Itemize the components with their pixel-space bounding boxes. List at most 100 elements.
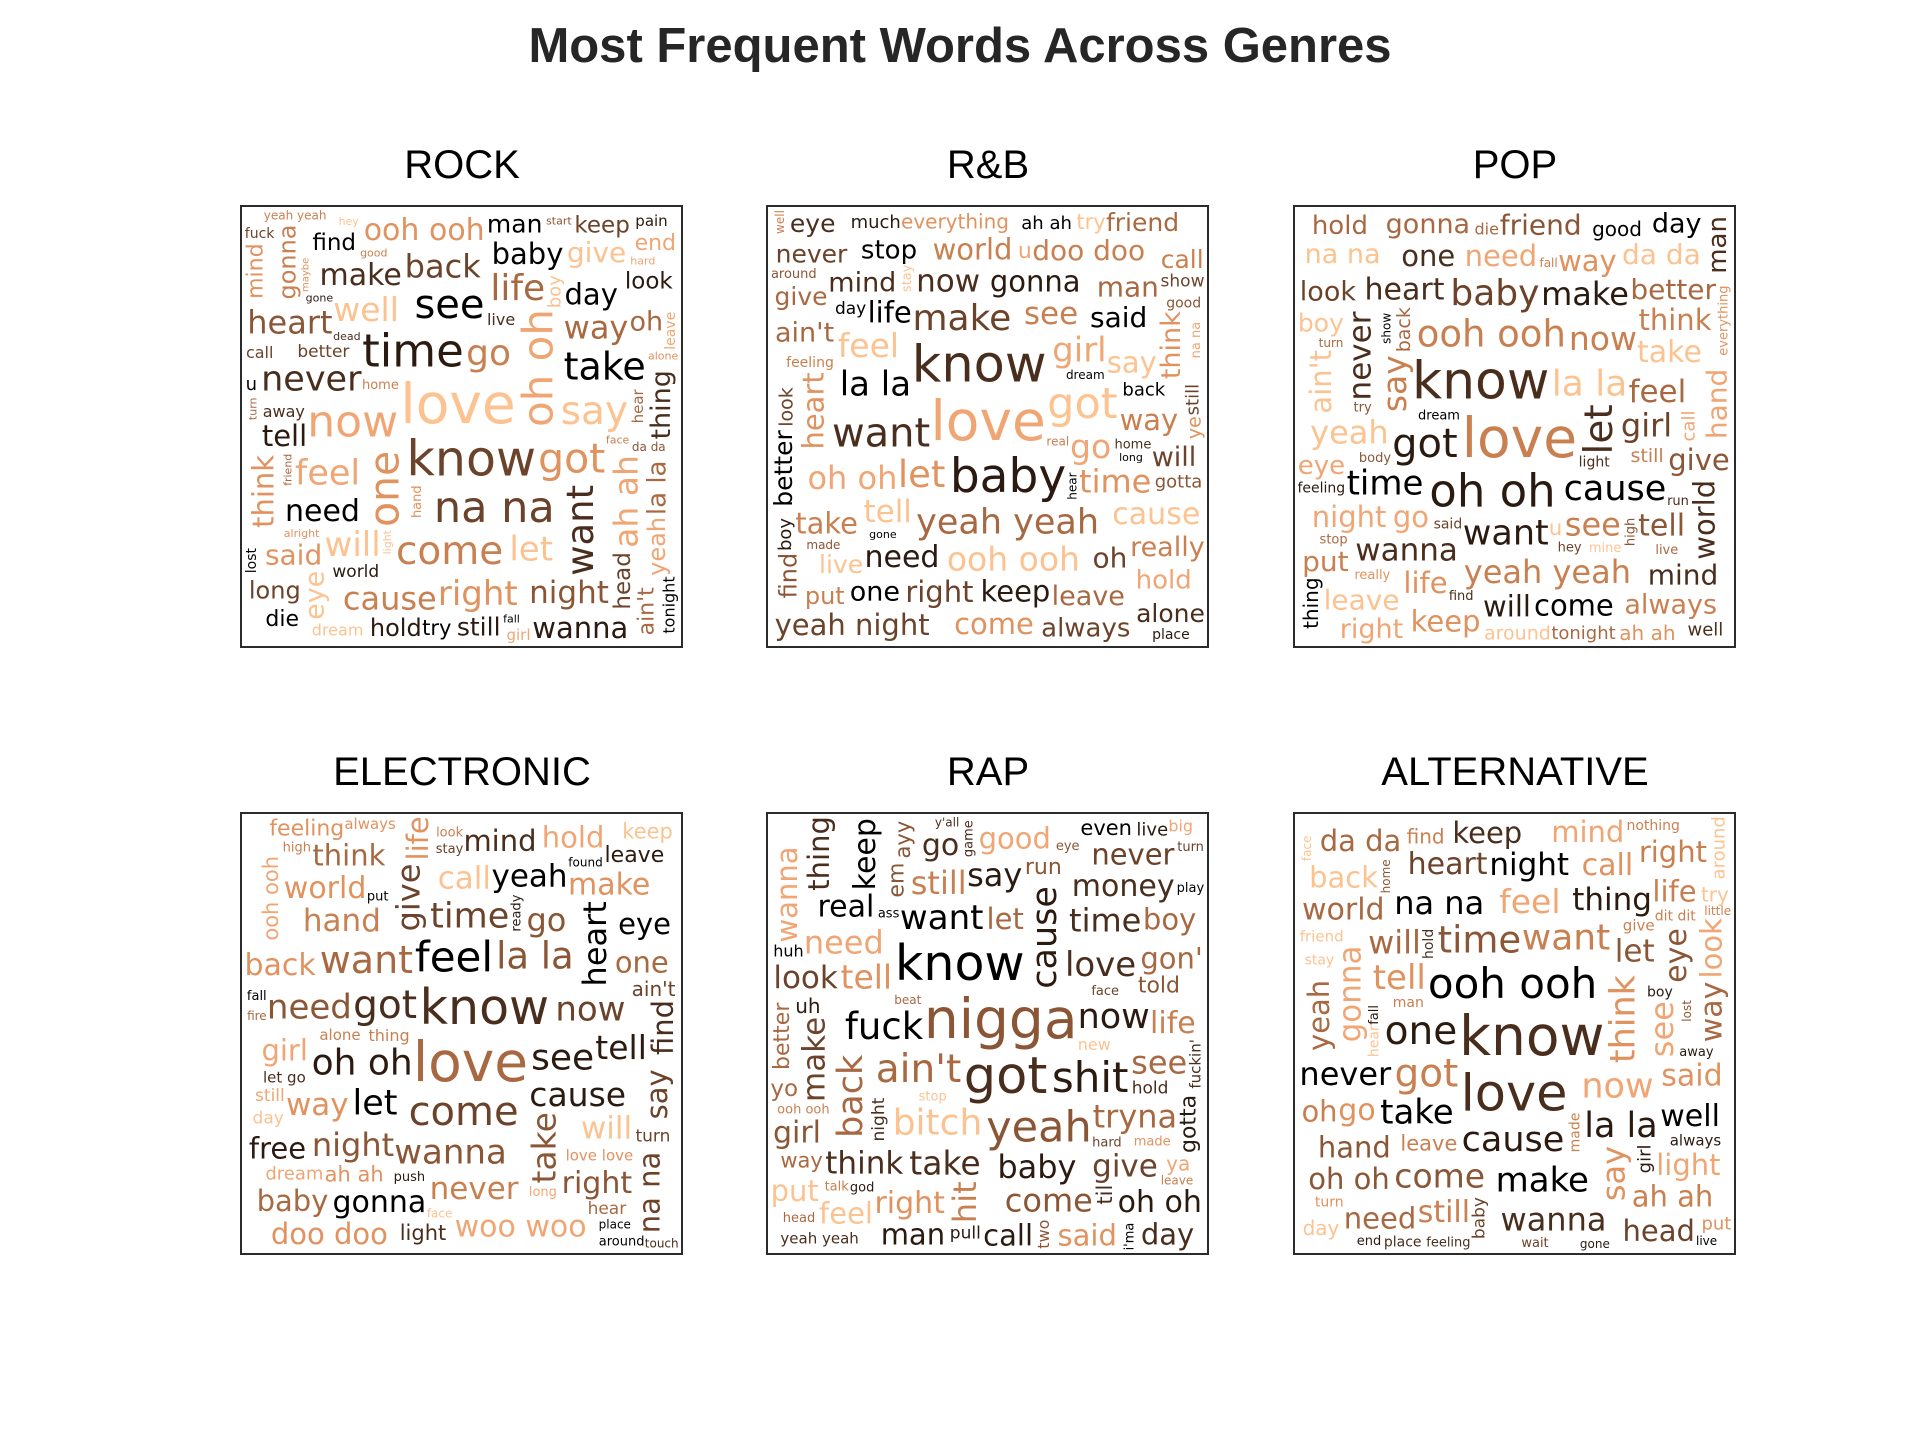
word-time: time	[430, 896, 509, 936]
word-thing: thing	[802, 816, 836, 891]
word-see: see	[414, 282, 484, 328]
word-always: always	[1670, 1132, 1722, 1150]
word-let: let	[987, 902, 1024, 936]
chart-title: Most Frequent Words Across Genres	[528, 19, 1392, 73]
word-fuck: fuck	[845, 1005, 924, 1048]
word-mind: mind	[463, 824, 536, 858]
word-mind: mind	[828, 268, 896, 299]
word-want: want	[1522, 918, 1610, 959]
word-eye: eye	[1659, 928, 1694, 983]
word-stay: stay	[900, 264, 915, 292]
word-yeah-yeah: yeah yeah	[1464, 553, 1631, 591]
word-never: never	[1342, 311, 1378, 400]
word-doo-doo: doo doo	[271, 1217, 388, 1251]
word-long: long	[249, 576, 301, 604]
word-found: found	[568, 856, 602, 870]
word-push: push	[394, 1170, 426, 1185]
word-now: now	[1569, 319, 1637, 358]
word-face: face	[1091, 984, 1119, 999]
word-ooh-ooh: ooh ooh	[1428, 959, 1597, 1008]
word-mind: mind	[244, 243, 269, 298]
word-see: see	[1565, 505, 1621, 543]
word-hold: hold	[1312, 211, 1368, 241]
word-fuck: fuck	[245, 226, 275, 242]
word-take: take	[795, 506, 858, 540]
word-cause: cause	[1112, 497, 1200, 532]
word-back: back	[1122, 380, 1165, 401]
word-world: world	[332, 562, 379, 582]
word-free: free	[249, 1131, 306, 1165]
word-never: never	[430, 1171, 519, 1207]
word-think: think	[825, 1146, 903, 1182]
word-night: night	[1312, 500, 1387, 534]
word-la-la: la la	[496, 935, 574, 978]
word-thing: thing	[1299, 577, 1323, 628]
word-let-go: let go	[263, 1069, 306, 1087]
word-said: said	[1058, 1219, 1117, 1253]
word-put: put	[805, 582, 845, 610]
word-give: give	[1623, 917, 1655, 935]
word-now: now	[307, 396, 398, 447]
word-let: let	[353, 1084, 398, 1124]
word-keep: keep	[1452, 816, 1522, 850]
word-put: put	[1701, 1213, 1731, 1234]
word-nigga: nigga	[924, 987, 1078, 1051]
word-beat: beat	[894, 993, 921, 1007]
word-feeling: feeling	[1297, 481, 1345, 497]
word-yeah-night: yeah night	[775, 608, 930, 642]
word-time: time	[1079, 463, 1151, 501]
word-ain-t: ain't	[775, 317, 834, 348]
word-u: u	[1549, 516, 1562, 540]
word-give: give	[775, 282, 828, 311]
word-let: let	[898, 453, 946, 496]
word-look: look	[1300, 277, 1357, 308]
word-got: got	[538, 434, 605, 482]
word-wanna: wanna	[1501, 1201, 1607, 1239]
word-right: right	[1639, 835, 1707, 869]
word-die: die	[265, 607, 299, 632]
word-hand: hand	[1318, 1130, 1391, 1164]
word-baby: baby	[1470, 1197, 1490, 1239]
word-yeah: yeah	[986, 1102, 1092, 1152]
word-around: around	[1708, 816, 1729, 879]
word-love-love: love love	[566, 1146, 634, 1164]
word-oh-oh: oh oh	[312, 1043, 413, 1084]
word-na-na: na na	[434, 483, 555, 533]
word-high: high	[283, 841, 311, 856]
word-go: go	[1338, 1093, 1375, 1128]
word-feel: feel	[1499, 882, 1560, 921]
word-said: said	[265, 538, 322, 571]
word-always: always	[344, 815, 396, 833]
word-yeah: yeah	[1302, 980, 1336, 1051]
word-call: call	[1678, 411, 1699, 442]
word-real: real	[817, 889, 874, 924]
word-will: will	[1483, 590, 1531, 624]
word-still: still	[1631, 445, 1664, 467]
word-hand: hand	[303, 903, 381, 939]
word-give: give	[567, 236, 626, 269]
word-hear: hear	[629, 388, 647, 423]
word-better: better	[1630, 273, 1716, 306]
word-face: face	[1300, 836, 1314, 862]
word-ah-ah: ah ah	[325, 1163, 384, 1187]
word-face: face	[606, 434, 630, 447]
word-never: never	[1091, 838, 1174, 872]
word-gone: gone	[1580, 1237, 1610, 1251]
word-head: head	[1622, 1214, 1694, 1248]
word-la-la: la la	[1552, 364, 1628, 405]
word-hard: hard	[630, 254, 655, 267]
word-fall: fall	[1367, 1005, 1382, 1025]
word-back: back	[405, 248, 482, 286]
word-na-na: na na	[632, 1152, 666, 1234]
word-girl: girl	[1621, 407, 1672, 445]
word-pull: pull	[950, 1224, 981, 1244]
word-thing: thing	[646, 370, 677, 439]
word-bitch: bitch	[893, 1103, 983, 1144]
word-love: love	[931, 389, 1046, 453]
word-back: back	[1309, 860, 1378, 894]
word-ass: ass	[878, 907, 900, 922]
word-fall: fall	[247, 989, 267, 1004]
word-see: see	[531, 1038, 594, 1079]
word-oh-oh: oh oh	[513, 309, 562, 427]
word-tell: tell	[262, 419, 307, 453]
